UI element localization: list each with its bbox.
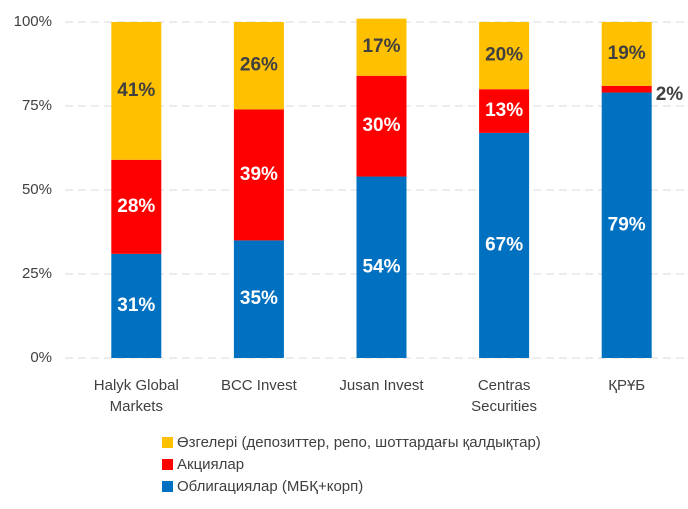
bar-segment (601, 85, 652, 93)
bar-segment (356, 75, 407, 177)
bar-segment (601, 22, 652, 86)
x-tick-label: Centras Securities (471, 377, 538, 415)
data-label: 20% (485, 45, 523, 66)
legend-swatch (162, 437, 173, 448)
legend-swatch (162, 459, 173, 470)
x-tick-label: BCC Invest (220, 377, 297, 394)
y-tick-label: 100% (14, 13, 52, 30)
legend-label: Өзгелері (депозиттер, репо, шоттардағы қ… (177, 434, 541, 451)
bar-segment (356, 176, 407, 358)
data-label: 13% (485, 100, 523, 121)
bar-segment (479, 22, 530, 90)
data-label: 54% (362, 256, 400, 277)
bar-segment (111, 22, 162, 160)
data-label: 35% (240, 288, 278, 309)
x-tick-label: Halyk Global Markets (93, 377, 179, 415)
bar-segment (356, 18, 407, 76)
bar-segment (479, 132, 530, 358)
data-label: 67% (485, 234, 523, 255)
legend-label: Акциялар (177, 456, 244, 473)
bar-segment (111, 253, 162, 358)
data-label: 26% (240, 55, 278, 76)
data-label: 19% (608, 43, 646, 64)
x-tick-label: ҚРҰБ (608, 377, 646, 394)
data-label: 79% (608, 214, 646, 235)
data-label: 41% (117, 80, 155, 101)
data-label: 17% (362, 36, 400, 57)
bar-segment (233, 22, 284, 110)
y-tick-label: 50% (22, 181, 52, 198)
data-label: 2% (656, 84, 684, 105)
data-label: 30% (362, 115, 400, 136)
bar-segment (601, 92, 652, 358)
legend-swatch (162, 481, 173, 492)
data-label: 28% (117, 196, 155, 217)
y-tick-label: 25% (22, 265, 52, 282)
data-label: 39% (240, 164, 278, 185)
legend-label: Облигациялар (МБҚ+корп) (177, 478, 363, 495)
y-tick-label: 0% (30, 349, 52, 366)
bar-segment (479, 89, 530, 133)
x-tick-label: Jusan Invest (339, 377, 424, 394)
bar-segment (111, 159, 162, 254)
bar-segment (233, 240, 284, 358)
bar-segment (233, 109, 284, 241)
y-tick-label: 75% (22, 97, 52, 114)
data-label: 31% (117, 295, 155, 316)
